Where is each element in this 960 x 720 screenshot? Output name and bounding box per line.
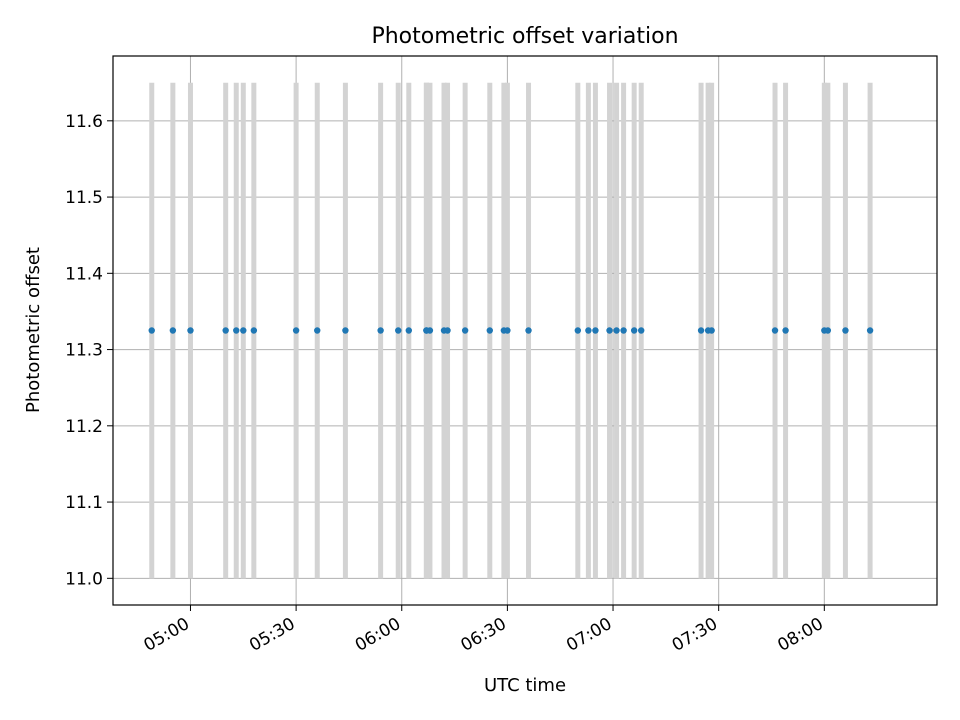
- x-tick-label: 05:00: [141, 614, 193, 656]
- data-point: [461, 327, 469, 334]
- data-point: [525, 327, 532, 334]
- data-point: [782, 327, 789, 334]
- data-point: [426, 327, 434, 334]
- data-point: [486, 327, 493, 334]
- exposure-bars: [149, 82, 873, 579]
- data-point: [314, 327, 321, 334]
- data-point: [240, 327, 247, 334]
- data-point: [222, 327, 229, 334]
- data-point: [574, 327, 582, 334]
- data-point: [292, 327, 300, 334]
- data-point: [697, 327, 705, 334]
- data-point: [824, 327, 832, 334]
- data-point: [866, 327, 874, 334]
- x-tick-label: 08:00: [774, 614, 826, 656]
- y-axis-ticks: 11.0 11.1 11.2 11.3 11.4 11.5 11.6: [65, 112, 113, 589]
- data-point: [592, 327, 599, 334]
- data-point: [842, 327, 849, 334]
- plot-frame: [112, 55, 938, 606]
- x-axis-label: UTC time: [484, 675, 566, 696]
- data-point: [585, 327, 592, 334]
- x-axis-ticks: 05:00 05:30 06:00 06:30 07:00 07:30 08:00: [141, 605, 827, 656]
- data-point: [187, 327, 194, 334]
- y-tick-label: 11.2: [65, 417, 103, 437]
- y-tick-label: 11.6: [65, 112, 103, 132]
- data-points: [148, 327, 874, 334]
- data-point: [250, 327, 258, 334]
- data-point: [606, 327, 613, 334]
- data-point: [377, 327, 384, 334]
- y-axis-label: Photometric offset: [23, 247, 44, 413]
- data-point: [771, 327, 779, 334]
- data-point: [444, 327, 451, 334]
- data-point: [233, 327, 240, 334]
- data-point: [638, 327, 645, 334]
- data-point: [620, 327, 627, 334]
- data-point: [405, 327, 412, 334]
- data-point: [504, 327, 511, 334]
- y-tick-label: 11.0: [65, 569, 103, 589]
- data-point: [613, 327, 620, 334]
- data-point: [630, 327, 638, 334]
- y-tick-label: 11.5: [65, 188, 103, 208]
- data-point: [342, 327, 349, 334]
- chart-title: Photometric offset variation: [371, 24, 678, 49]
- x-tick-label: 06:30: [457, 614, 509, 656]
- x-tick-label: 05:30: [246, 614, 298, 656]
- data-point: [708, 327, 715, 334]
- data-point: [395, 327, 402, 334]
- y-tick-label: 11.1: [65, 493, 103, 513]
- y-tick-label: 11.3: [65, 341, 103, 361]
- data-point: [148, 327, 155, 334]
- y-tick-label: 11.4: [65, 264, 103, 284]
- x-tick-label: 06:00: [352, 614, 404, 656]
- data-point: [169, 327, 177, 334]
- x-tick-label: 07:30: [669, 614, 721, 656]
- x-tick-label: 07:00: [563, 614, 615, 656]
